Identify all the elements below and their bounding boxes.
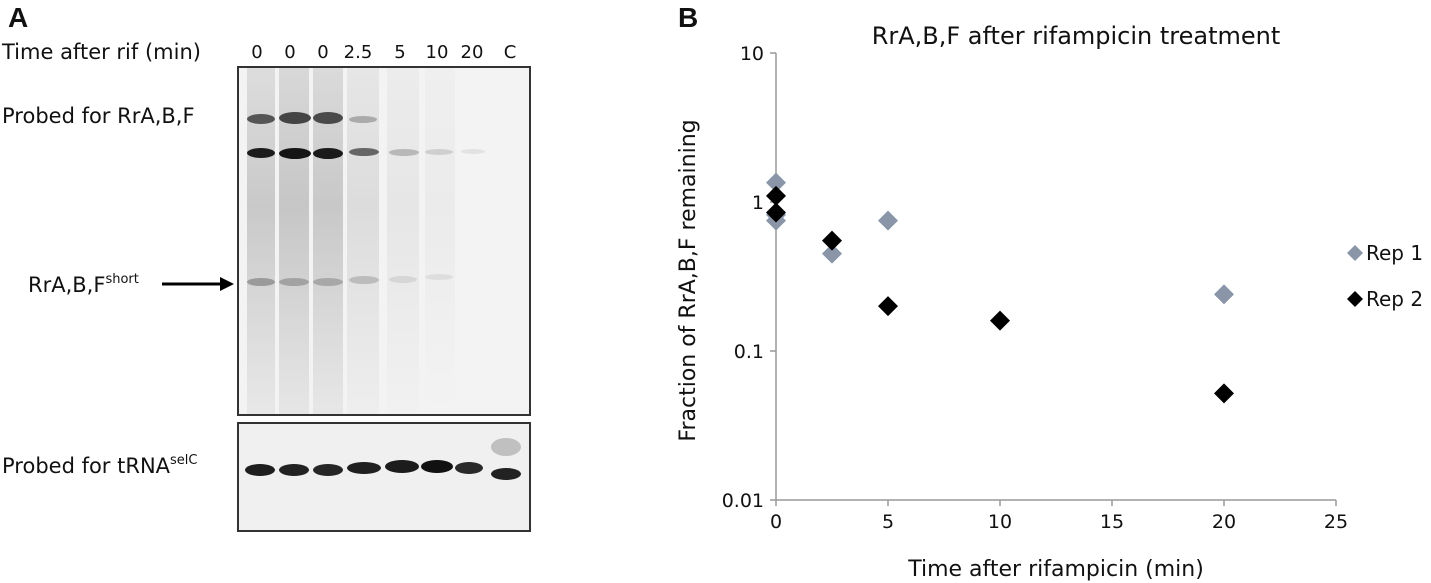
data-point-rep-2 bbox=[1214, 383, 1234, 404]
lane-label-8: C bbox=[503, 42, 517, 63]
lane-label-5: 5 bbox=[394, 42, 406, 63]
data-point-rep-1 bbox=[878, 210, 898, 231]
x-axis-label: Time after rifampicin (min) bbox=[907, 557, 1204, 582]
lane-label-4: 2.5 bbox=[343, 42, 373, 63]
panel-a-letter: A bbox=[8, 2, 29, 33]
data-point-rep-2 bbox=[878, 296, 898, 317]
scatter-chart: RrA,B,F after rifampicin treatment 0.01 0.… bbox=[676, 22, 1423, 582]
panel-b-letter: B bbox=[678, 2, 699, 33]
data-point-rep-2 bbox=[766, 202, 786, 223]
x-tick-label: 25 bbox=[1324, 511, 1348, 533]
y-tick-label: 10 bbox=[740, 43, 764, 65]
lane-label-1: 0 bbox=[251, 42, 263, 63]
y-axis-label: Fraction of RrA,B,F remaining bbox=[676, 119, 701, 441]
data-point-rep-1 bbox=[822, 243, 842, 264]
legend-label-1: Rep 1 bbox=[1366, 241, 1423, 265]
x-tick-label: 5 bbox=[882, 511, 894, 533]
x-tick-label: 20 bbox=[1212, 511, 1236, 533]
lane-label-2: 0 bbox=[284, 42, 296, 63]
legend-marker-2 bbox=[1347, 291, 1363, 307]
northern-blot-bottom bbox=[237, 422, 531, 532]
legend-marker-1 bbox=[1347, 245, 1363, 261]
northern-blot-top bbox=[237, 66, 531, 416]
data-point-rep-1 bbox=[766, 172, 786, 193]
data-point-rep-2 bbox=[766, 185, 786, 206]
y-tick-label: 1 bbox=[752, 192, 764, 214]
data-point-rep-2 bbox=[990, 310, 1010, 331]
lane-label-6: 10 bbox=[425, 42, 449, 63]
probe-top-label: Probed for RrA,B,F bbox=[2, 104, 195, 128]
lane-label-7: 20 bbox=[460, 42, 484, 63]
y-tick-label: 0.01 bbox=[722, 490, 764, 512]
time-after-rif-label: Time after rif (min) bbox=[2, 40, 201, 64]
arrow-icon bbox=[162, 277, 234, 291]
data-point-rep-1 bbox=[1214, 284, 1234, 305]
data-point-rep-2 bbox=[822, 230, 842, 251]
chart-title: RrA,B,F after rifampicin treatment bbox=[872, 22, 1281, 50]
legend-label-2: Rep 2 bbox=[1366, 287, 1423, 311]
short-label: RrA,B,Fshort bbox=[28, 272, 139, 297]
short-label-base: RrA,B,F bbox=[28, 273, 106, 297]
short-label-sup: short bbox=[105, 272, 139, 287]
x-tick-label: 10 bbox=[988, 511, 1012, 533]
probe-bottom-label: Probed for tRNAselC bbox=[2, 453, 198, 478]
probe-bottom-label-base: Probed for tRNA bbox=[2, 454, 171, 478]
x-tick-label: 15 bbox=[1100, 511, 1124, 533]
y-tick-label: 0.1 bbox=[734, 341, 764, 363]
x-tick-label: 0 bbox=[770, 511, 782, 533]
lane-label-3: 0 bbox=[317, 42, 329, 63]
probe-bottom-label-sup: selC bbox=[170, 453, 198, 468]
